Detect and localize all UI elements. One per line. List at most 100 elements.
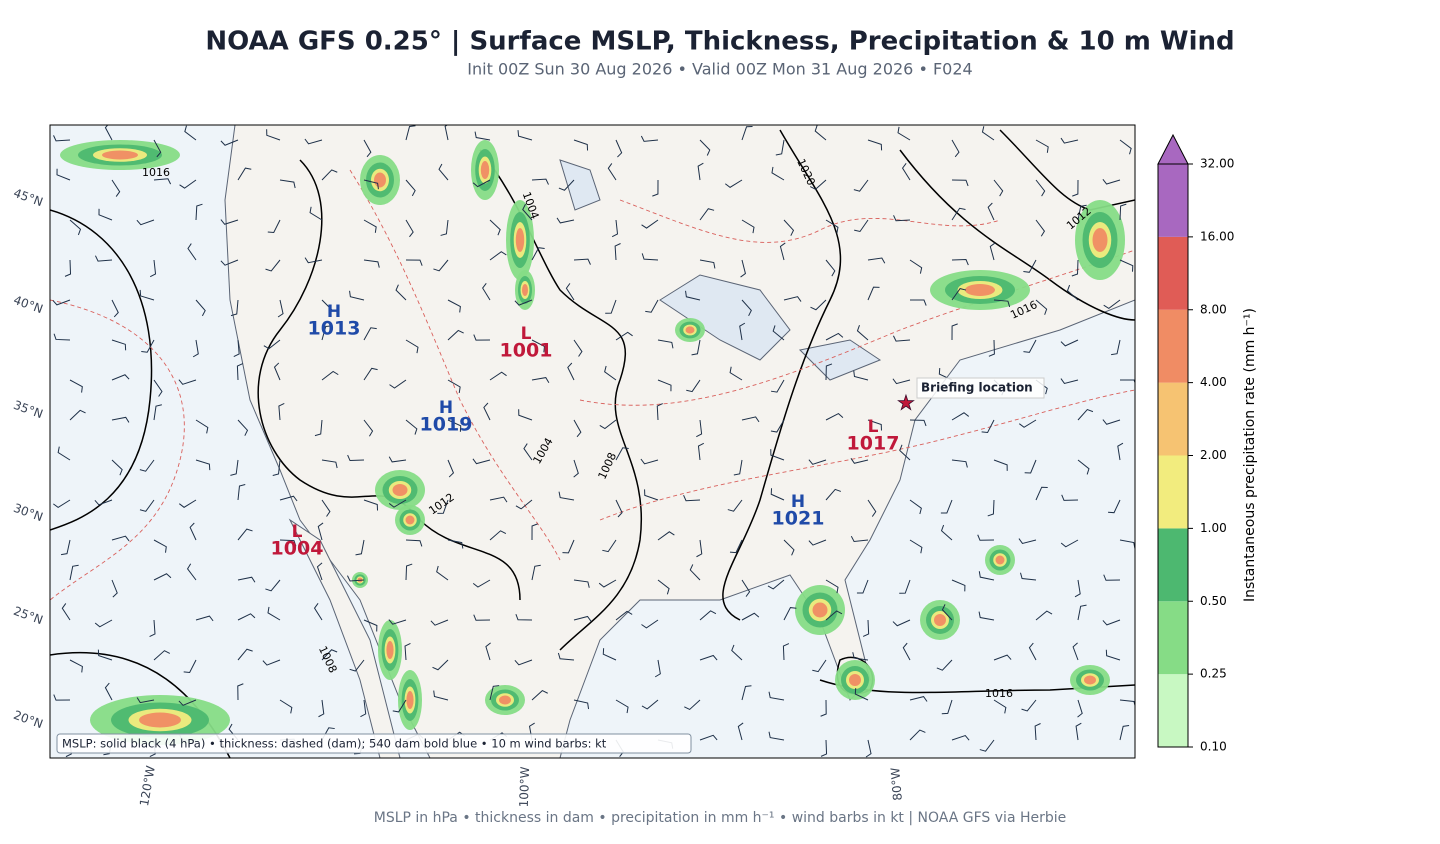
- wind-barb: [321, 370, 339, 381]
- wind-barb: [867, 257, 886, 264]
- wind-barb: [187, 243, 197, 261]
- wind-barb: [1119, 259, 1134, 272]
- wind-barb: [237, 613, 256, 621]
- wind-barb: [902, 642, 911, 661]
- wind-barb: [472, 458, 491, 465]
- wind-barb: [347, 454, 365, 462]
- wind-barb: [179, 179, 197, 189]
- wind-barb: [825, 413, 844, 421]
- wind-barb: [360, 699, 367, 718]
- wind-barb: [1072, 642, 1079, 661]
- wind-barb: [1077, 204, 1087, 221]
- wind-barb: [153, 539, 167, 553]
- wind-barb: [727, 499, 743, 512]
- precip-area: [406, 691, 414, 709]
- wind-barb: [573, 699, 590, 710]
- wind-barb: [321, 299, 333, 316]
- wind-barb: [347, 575, 365, 582]
- center-kind: H: [791, 492, 805, 512]
- colorbar-tick-label: 0.25: [1200, 667, 1227, 681]
- wind-barb: [867, 419, 882, 431]
- wind-barb: [265, 259, 281, 272]
- wind-barb: [111, 459, 123, 476]
- precip-area: [1084, 675, 1096, 685]
- wind-barb: [820, 739, 828, 757]
- wind-barb: [1077, 408, 1094, 421]
- wind-barb: [770, 488, 785, 501]
- colorbar-tick-label: 4.00: [1200, 375, 1227, 389]
- wind-barb: [1103, 299, 1121, 310]
- wind-barb: [472, 579, 491, 588]
- wind-barb: [607, 163, 617, 181]
- wind-barb: [978, 611, 995, 621]
- wind-barb: [699, 734, 718, 741]
- wind-barb: [523, 443, 533, 461]
- wind-barb: [1119, 139, 1132, 155]
- wind-barb: [273, 362, 281, 381]
- wind-barb: [267, 606, 281, 621]
- wind-barb: [515, 614, 533, 621]
- wind-barb: [436, 565, 449, 581]
- wind-barb: [392, 699, 407, 713]
- lon-label: 100°W: [517, 766, 532, 807]
- wind-barb: [691, 339, 701, 356]
- wind-barb: [69, 659, 83, 673]
- colorbar: 0.10 0.25 0.50 1.00 2.00 4.00 8.00 16.00 32.00: [1157, 133, 1234, 754]
- wind-barb: [278, 402, 285, 421]
- wind-barb: [1018, 419, 1037, 428]
- wind-barb: [567, 362, 575, 381]
- wind-barb: [737, 722, 744, 741]
- wind-barb: [556, 217, 575, 224]
- wind-barb: [683, 495, 701, 502]
- wind-barb: [183, 659, 197, 674]
- wind-barb: [573, 579, 590, 588]
- wind-barb: [770, 419, 785, 433]
- wind-barb: [111, 179, 121, 197]
- wind-barb: [69, 219, 82, 236]
- wind-barb: [94, 255, 113, 262]
- center-kind: H: [327, 302, 341, 322]
- wind-barb: [741, 126, 753, 141]
- wind-barb: [825, 332, 844, 341]
- wind-barb: [69, 379, 83, 393]
- wind-barb: [978, 571, 995, 581]
- wind-barb: [1035, 139, 1049, 153]
- wind-barb: [893, 215, 911, 222]
- wind-barb: [657, 339, 674, 349]
- center-value: 1021: [772, 508, 825, 530]
- wind-barb: [489, 219, 501, 236]
- precip-area: [499, 695, 511, 705]
- wind-barb: [1105, 649, 1121, 661]
- wind-barb: [1066, 284, 1079, 301]
- wind-barb: [309, 206, 323, 221]
- wind-barb: [321, 325, 332, 341]
- contour-label: 1016: [985, 687, 1013, 700]
- wind-barb: [447, 459, 455, 478]
- wind-barb: [867, 499, 877, 517]
- wind-barb: [699, 610, 717, 621]
- wind-barb: [615, 331, 633, 341]
- wind-barb: [485, 642, 491, 661]
- wind-barb: [770, 379, 785, 393]
- colorbar-segment: [1158, 382, 1188, 456]
- wind-barb: [111, 579, 118, 598]
- wind-barb: [853, 179, 869, 192]
- wind-barb: [195, 203, 203, 221]
- wind-barb: [489, 496, 508, 503]
- wind-barb: [195, 615, 214, 622]
- wind-barb: [389, 379, 407, 389]
- precip-area: [812, 602, 828, 618]
- wind-barb: [97, 649, 113, 661]
- wind-barb: [405, 563, 413, 581]
- wind-barb: [94, 499, 113, 506]
- wind-barb: [192, 339, 199, 358]
- wind-barb: [640, 135, 659, 142]
- wind-barb: [1035, 610, 1053, 621]
- wind-barb: [641, 699, 659, 710]
- wind-barb: [237, 419, 249, 436]
- colorbar-segment: [1158, 309, 1188, 383]
- wind-barb: [1119, 203, 1127, 221]
- wind-barb: [186, 563, 197, 581]
- wind-barb: [111, 299, 119, 318]
- wind-barb: [405, 125, 416, 141]
